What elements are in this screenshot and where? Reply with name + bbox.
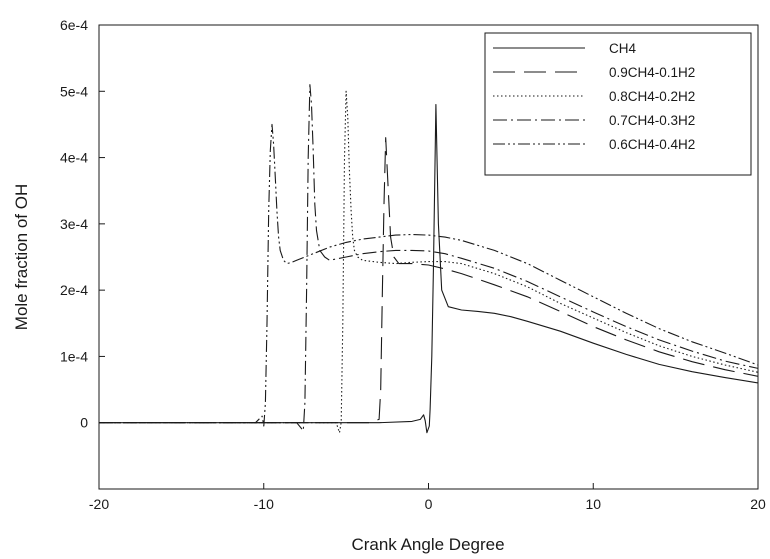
x-tick-label: 0 xyxy=(425,496,433,512)
legend-label-4: 0.7CH4-0.3H2 xyxy=(609,113,695,128)
y-tick-label: 5e-4 xyxy=(60,83,88,99)
x-axis: -20 -10 0 10 20 xyxy=(89,483,766,512)
x-tick-label: 20 xyxy=(750,496,766,512)
series-line-2 xyxy=(99,137,758,424)
y-tick-label: 0 xyxy=(80,415,88,431)
y-axis: 0 1e-4 2e-4 3e-4 4e-4 5e-4 6e-4 xyxy=(60,17,105,431)
y-tick-label: 2e-4 xyxy=(60,282,88,298)
legend-box xyxy=(484,32,752,176)
series-line-3 xyxy=(99,90,758,434)
legend-label-1: CH4 xyxy=(609,41,636,56)
series-line-5 xyxy=(99,123,758,427)
x-axis-title: Crank Angle Degree xyxy=(351,535,504,554)
y-tick-label: 1e-4 xyxy=(60,348,88,364)
legend: CH4 0.9CH4-0.1H2 0.8CH4-0.2H2 0.7CH4-0.3H2 0… xyxy=(484,32,752,176)
legend-label-5: 0.6CH4-0.4H2 xyxy=(609,137,695,152)
y-axis-title: Mole fraction of OH xyxy=(12,184,31,330)
x-tick-label: -10 xyxy=(254,496,274,512)
series-line-1 xyxy=(99,103,758,434)
x-tick-label: -20 xyxy=(89,496,109,512)
legend-label-2: 0.9CH4-0.1H2 xyxy=(609,65,695,80)
y-tick-label: 3e-4 xyxy=(60,216,88,232)
series-layer xyxy=(99,84,758,434)
x-tick-label: 10 xyxy=(585,496,601,512)
y-tick-label: 4e-4 xyxy=(60,150,88,166)
series-line-4 xyxy=(99,84,758,432)
legend-label-3: 0.8CH4-0.2H2 xyxy=(609,89,695,104)
y-tick-label: 6e-4 xyxy=(60,17,88,33)
